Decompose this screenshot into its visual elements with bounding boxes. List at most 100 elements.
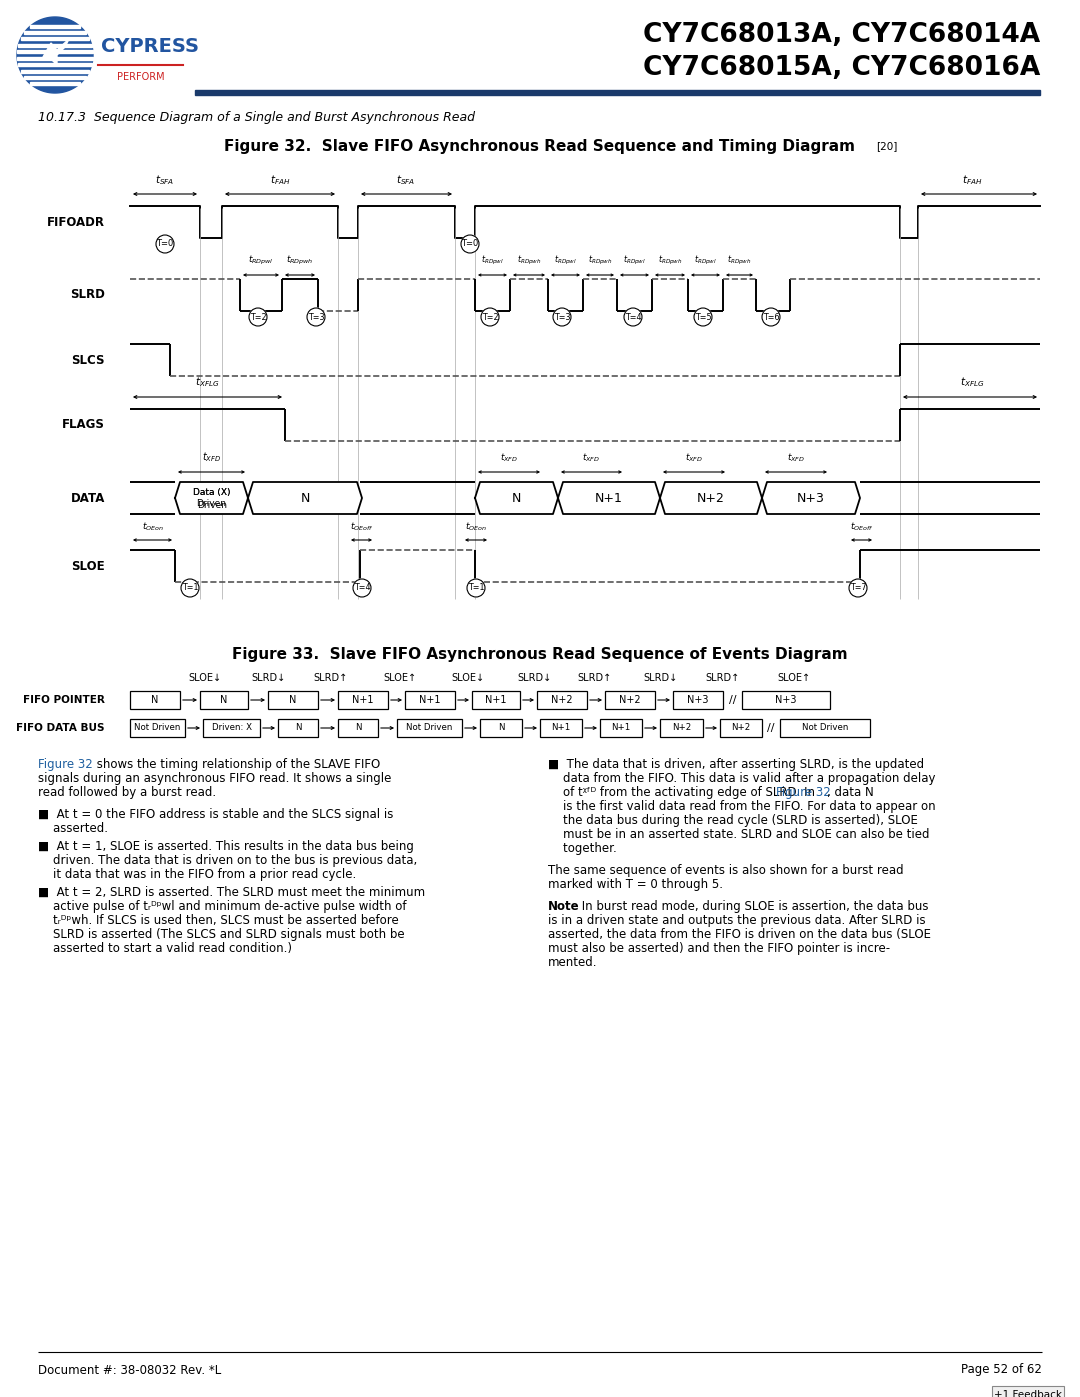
Bar: [338, 692, 388, 710]
Text: active pulse of tᵣᴰᵖwl and minimum de-active pulse width of: active pulse of tᵣᴰᵖwl and minimum de-ac…: [38, 900, 406, 914]
Text: SLOE↑: SLOE↑: [383, 673, 417, 683]
Text: Figure 32.  Slave FIFO Asynchronous Read Sequence and Timing Diagram: Figure 32. Slave FIFO Asynchronous Read …: [225, 138, 855, 154]
Text: FIFO DATA BUS: FIFO DATA BUS: [16, 724, 105, 733]
Text: T=2: T=2: [249, 313, 267, 321]
Text: N+1: N+1: [595, 492, 623, 504]
Text: $t_{SFA}$: $t_{SFA}$: [396, 173, 416, 187]
Text: N: N: [289, 694, 297, 705]
Polygon shape: [25, 31, 85, 34]
Text: N+2: N+2: [672, 724, 691, 732]
Text: tᵣᴰᵖwh. If SLCS is used then, SLCS must be asserted before: tᵣᴰᵖwh. If SLCS is used then, SLCS must …: [38, 914, 399, 928]
Text: T=4: T=4: [624, 313, 642, 321]
Circle shape: [481, 307, 499, 326]
Text: read followed by a burst read.: read followed by a burst read.: [38, 787, 216, 799]
Text: SLRD is asserted (The SLCS and SLRD signals must both be: SLRD is asserted (The SLCS and SLRD sign…: [38, 928, 405, 942]
Text: N+3: N+3: [687, 694, 708, 705]
Text: asserted to start a valid read condition.): asserted to start a valid read condition…: [38, 942, 292, 956]
Text: N: N: [498, 724, 504, 732]
Text: signals during an asynchronous FIFO read. It shows a single: signals during an asynchronous FIFO read…: [38, 773, 391, 785]
Text: CY7C68013A, CY7C68014A: CY7C68013A, CY7C68014A: [643, 22, 1040, 47]
Bar: [195, 89, 1040, 95]
Text: $t_{RDpwh}$: $t_{RDpwh}$: [286, 254, 314, 267]
Text: $t_{RDpwl}$: $t_{RDpwl}$: [694, 254, 717, 267]
Text: [20]: [20]: [876, 141, 897, 151]
Polygon shape: [21, 38, 90, 41]
Text: T=0: T=0: [157, 239, 174, 249]
Circle shape: [249, 307, 267, 326]
Circle shape: [762, 307, 780, 326]
Text: mented.: mented.: [548, 956, 597, 970]
Text: it data that was in the FIFO from a prior read cycle.: it data that was in the FIFO from a prio…: [38, 868, 356, 882]
Text: $t_{XFD}$: $t_{XFD}$: [787, 451, 805, 464]
Text: T=6: T=6: [762, 313, 780, 321]
Polygon shape: [30, 25, 80, 28]
Text: N+3: N+3: [775, 694, 797, 705]
Text: Document #: 38-08032 Rev. *L: Document #: 38-08032 Rev. *L: [38, 1363, 221, 1376]
Text: SLOE: SLOE: [71, 560, 105, 573]
Text: T=2: T=2: [482, 313, 498, 321]
Bar: [397, 719, 462, 738]
Text: SLRD↑: SLRD↑: [313, 673, 347, 683]
Circle shape: [849, 578, 867, 597]
Bar: [200, 692, 248, 710]
Text: FIFOADR: FIFOADR: [48, 215, 105, 229]
Text: SLOE↑: SLOE↑: [778, 673, 811, 683]
Text: N: N: [295, 724, 301, 732]
Bar: [537, 692, 588, 710]
Text: $t_{RDpwh}$: $t_{RDpwh}$: [516, 254, 541, 267]
Bar: [673, 692, 723, 710]
Bar: [268, 692, 318, 710]
Text: +1 Feedback: +1 Feedback: [994, 1390, 1062, 1397]
Circle shape: [624, 307, 642, 326]
Text: N: N: [354, 724, 361, 732]
Circle shape: [307, 307, 325, 326]
Text: asserted.: asserted.: [38, 821, 108, 835]
Bar: [472, 692, 519, 710]
Text: $t_{XFLG}$: $t_{XFLG}$: [960, 376, 984, 388]
Text: CY7C68015A, CY7C68016A: CY7C68015A, CY7C68016A: [643, 54, 1040, 81]
Text: of tᵡᶠᴰ from the activating edge of SLRD. In: of tᵡᶠᴰ from the activating edge of SLRD…: [548, 787, 819, 799]
Text: N: N: [512, 492, 522, 504]
Text: FIFO POINTER: FIFO POINTER: [23, 694, 105, 705]
Bar: [130, 692, 180, 710]
Text: N+1: N+1: [419, 694, 441, 705]
Text: 10.17.3  Sequence Diagram of a Single and Burst Asynchronous Read: 10.17.3 Sequence Diagram of a Single and…: [38, 112, 475, 124]
Text: $t_{OEoff}$: $t_{OEoff}$: [350, 521, 374, 534]
Text: $t_{XFD}$: $t_{XFD}$: [685, 451, 703, 464]
Bar: [405, 692, 455, 710]
Text: must be in an asserted state. SLRD and SLOE can also be tied: must be in an asserted state. SLRD and S…: [548, 828, 930, 841]
Text: $t_{OEoff}$: $t_{OEoff}$: [850, 521, 874, 534]
Bar: [742, 692, 831, 710]
Polygon shape: [18, 43, 92, 47]
Bar: [278, 719, 318, 738]
Text: T=3: T=3: [308, 313, 324, 321]
Text: N+1: N+1: [611, 724, 631, 732]
Circle shape: [156, 235, 174, 253]
Text: Not Driven: Not Driven: [134, 724, 180, 732]
Text: SLRD↑: SLRD↑: [578, 673, 612, 683]
Text: PERFORM: PERFORM: [118, 73, 165, 82]
Circle shape: [553, 307, 571, 326]
Text: together.: together.: [548, 842, 617, 855]
Polygon shape: [43, 39, 69, 66]
Text: is the first valid data read from the FIFO. For data to appear on: is the first valid data read from the FI…: [548, 800, 935, 813]
Text: N+2: N+2: [731, 724, 751, 732]
Text: $t_{RDpwl}$: $t_{RDpwl}$: [248, 254, 274, 267]
Text: ■  At t = 1, SLOE is asserted. This results in the data bus being: ■ At t = 1, SLOE is asserted. This resul…: [38, 840, 414, 854]
Text: SLCS: SLCS: [71, 353, 105, 366]
Circle shape: [353, 578, 372, 597]
Text: , data N: , data N: [827, 787, 874, 799]
Text: //: //: [729, 694, 737, 705]
Text: Figure 33.  Slave FIFO Asynchronous Read Sequence of Events Diagram: Figure 33. Slave FIFO Asynchronous Read …: [232, 647, 848, 662]
Circle shape: [181, 578, 199, 597]
Text: the data bus during the read cycle (SLRD is asserted), SLOE: the data bus during the read cycle (SLRD…: [548, 814, 918, 827]
Circle shape: [694, 307, 712, 326]
Text: N: N: [220, 694, 228, 705]
Text: data from the FIFO. This data is valid after a propagation delay: data from the FIFO. This data is valid a…: [548, 773, 935, 785]
Text: driven. The data that is driven on to the bus is previous data,: driven. The data that is driven on to th…: [38, 854, 417, 868]
Text: SLRD: SLRD: [70, 289, 105, 302]
Text: $t_{RDpwl}$: $t_{RDpwl}$: [623, 254, 646, 267]
Polygon shape: [18, 63, 92, 66]
Polygon shape: [17, 50, 93, 53]
Bar: [338, 719, 378, 738]
